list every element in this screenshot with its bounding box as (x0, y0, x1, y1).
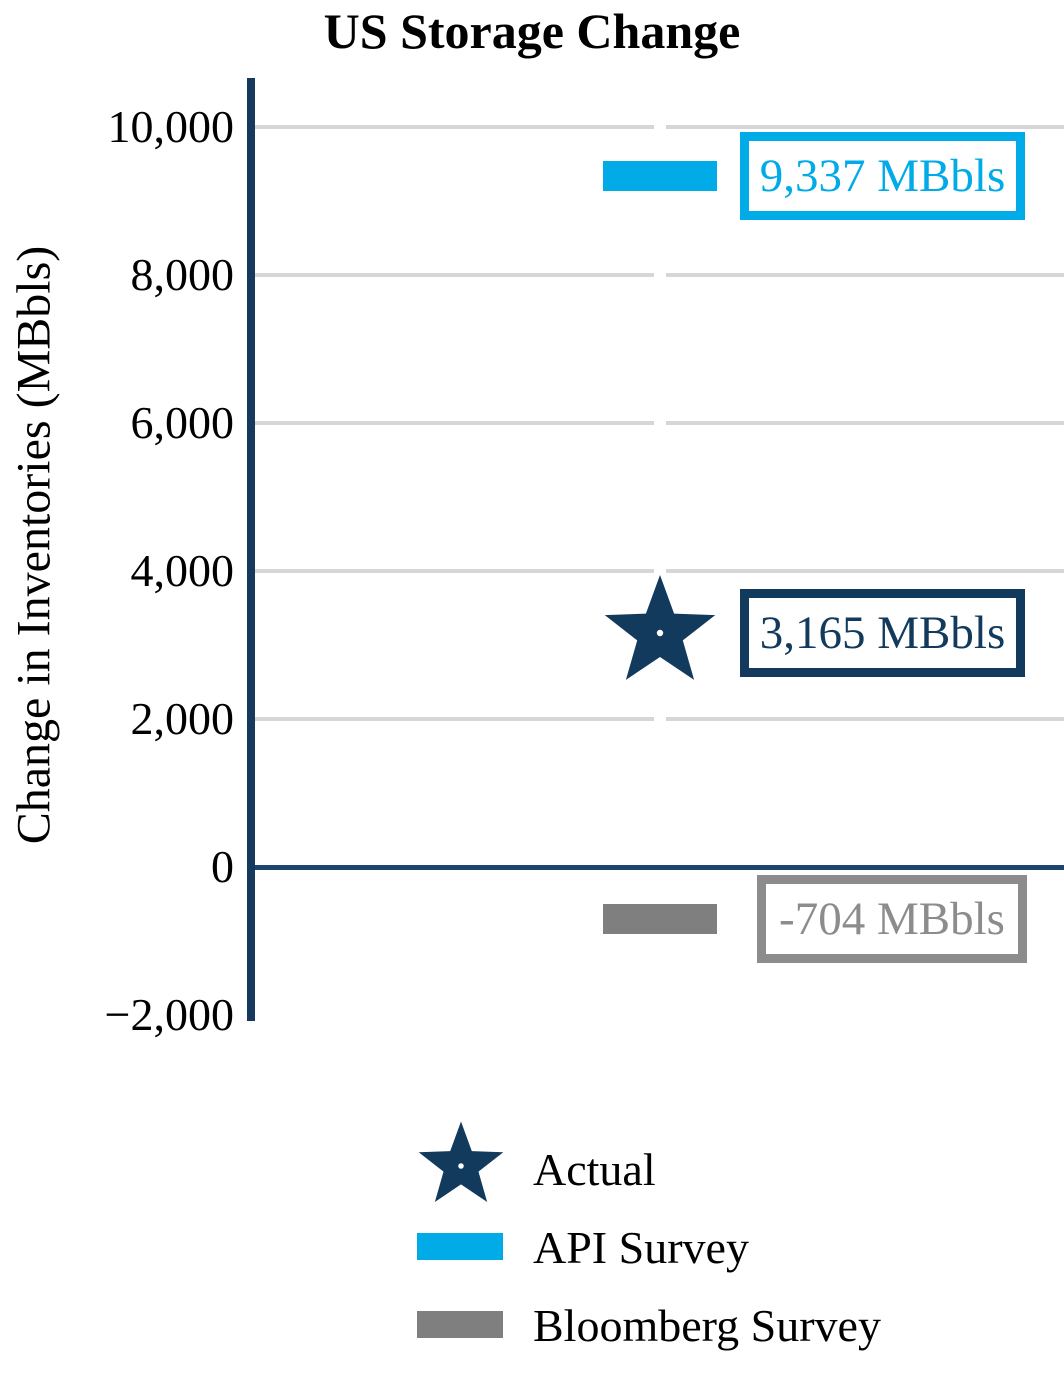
gridline (666, 421, 1064, 425)
gridline (255, 569, 654, 573)
gridline (666, 273, 1064, 277)
gridline (255, 717, 654, 721)
gridline (666, 125, 1064, 129)
gridline (255, 125, 654, 129)
y-tick-label: 4,000 (130, 545, 235, 596)
actual-star-marker (604, 574, 716, 680)
actual-value-label: 3,165 MBbls (740, 588, 1025, 677)
y-axis-spine (247, 78, 255, 1021)
bloomberg-survey-bar (603, 904, 717, 935)
bloomberg-survey-value-text: -704 MBbls (779, 893, 1005, 946)
gridline (255, 421, 654, 425)
y-tick-label: 6,000 (130, 397, 235, 448)
gridline (255, 273, 654, 277)
api-survey-value-label: 9,337 MBbls (740, 132, 1025, 221)
zero-gridline (255, 865, 1064, 870)
y-tick-label: 2,000 (130, 693, 235, 744)
actual-value-text: 3,165 MBbls (759, 606, 1006, 659)
legend-label-actual: Actual (533, 1144, 656, 1195)
y-tick-label: 10,000 (107, 101, 235, 152)
y-tick-label: 0 (211, 841, 234, 892)
gridline (666, 717, 1064, 721)
gridline (666, 569, 1064, 573)
chart-title: US Storage Change (323, 3, 741, 59)
y-tick-label: −2,000 (104, 989, 234, 1040)
y-tick-label: 8,000 (130, 249, 235, 300)
legend-star-icon (418, 1121, 504, 1202)
legend-api-survey-swatch (417, 1233, 503, 1260)
legend-label-api-survey: API Survey (533, 1222, 749, 1273)
legend-bloomberg-survey-swatch (417, 1311, 503, 1338)
legend-label-bloomberg-survey: Bloomberg Survey (533, 1300, 881, 1351)
api-survey-bar (603, 161, 717, 192)
bloomberg-survey-value-label: -704 MBbls (757, 875, 1027, 964)
api-survey-value-text: 9,337 MBbls (759, 150, 1006, 203)
